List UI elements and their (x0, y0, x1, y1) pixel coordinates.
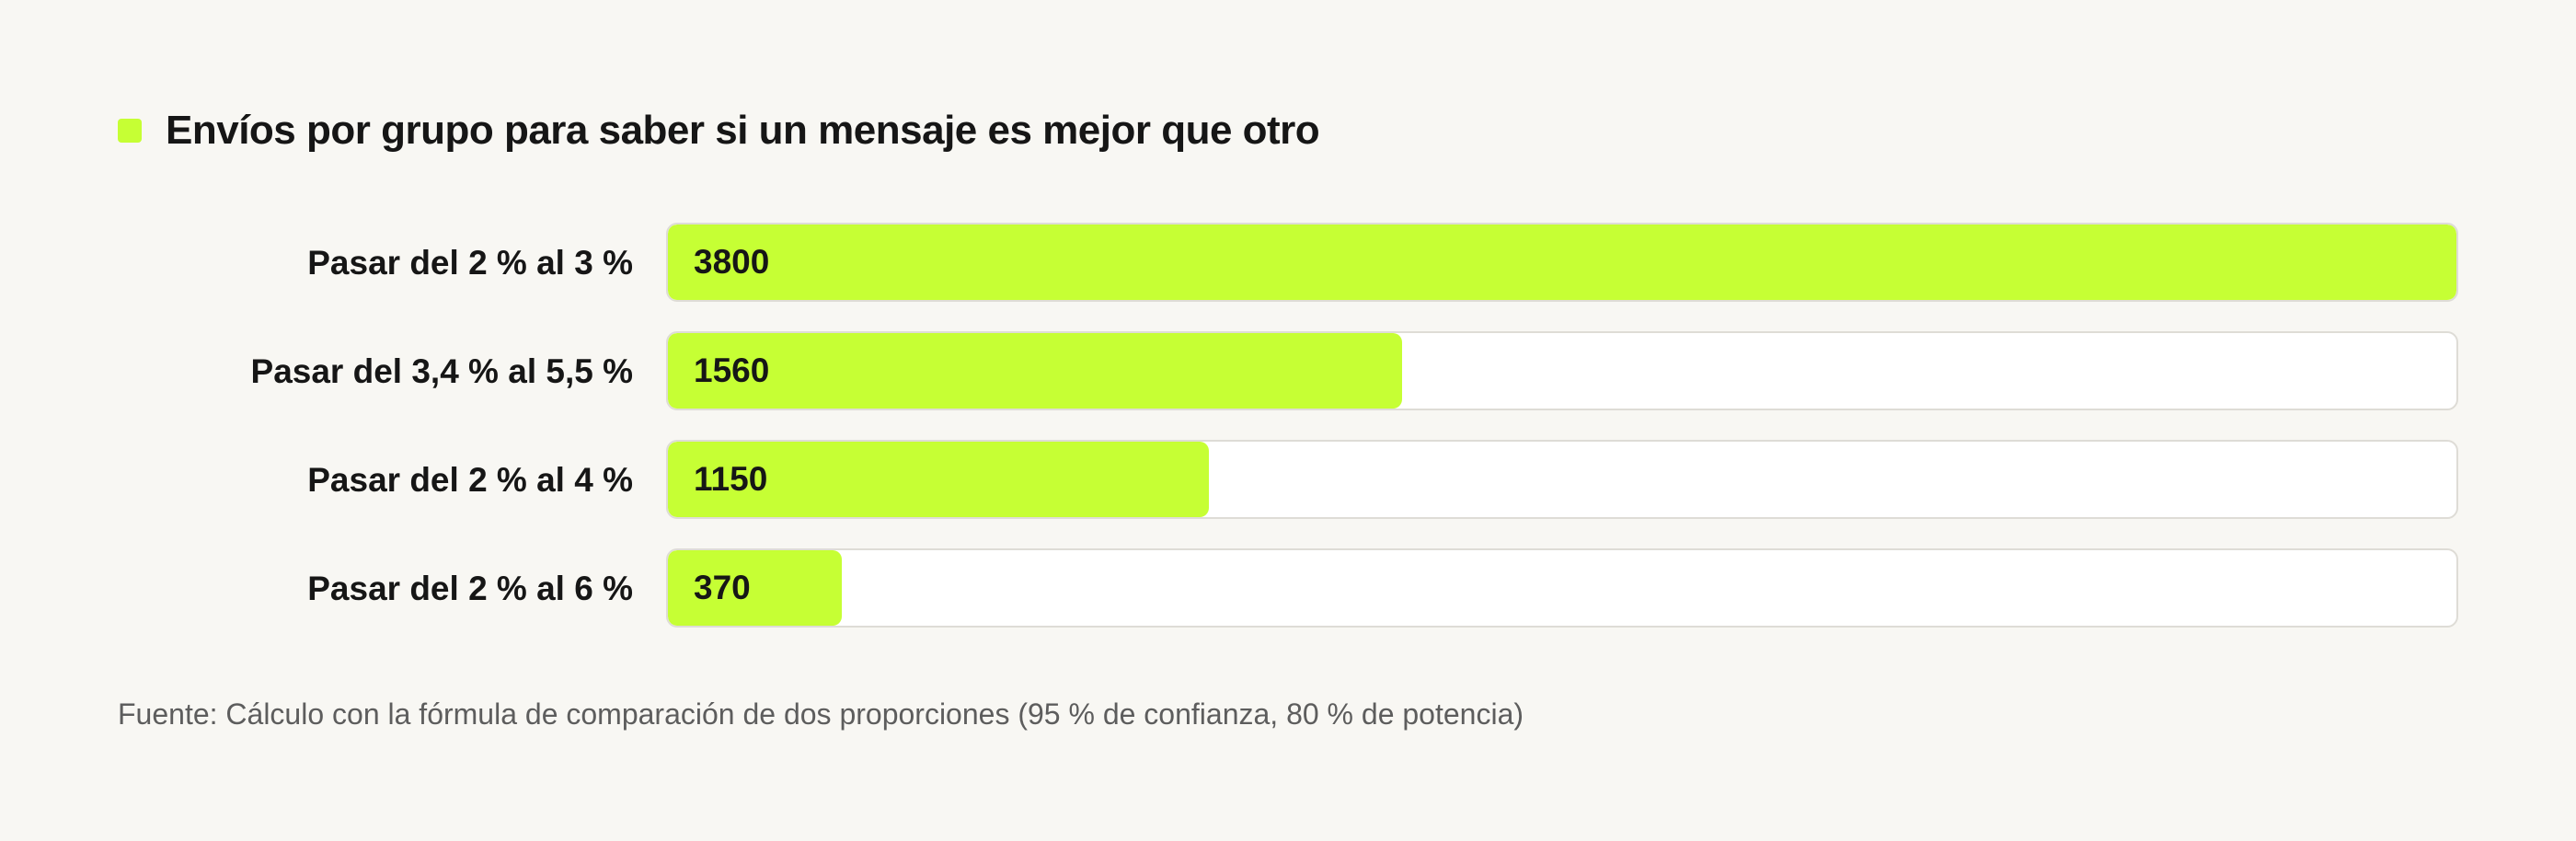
bar-track: 370 (666, 548, 2458, 628)
bar-track: 3800 (666, 223, 2458, 302)
bar-value-label: 370 (694, 569, 751, 606)
chart-title-row: Envíos por grupo para saber si un mensaj… (118, 103, 1320, 158)
bar-value-label: 1560 (694, 351, 770, 389)
bar-value-label: 3800 (694, 243, 770, 281)
bar-track: 1560 (666, 331, 2458, 410)
chart-title: Envíos por grupo para saber si un mensaj… (166, 108, 1320, 153)
bar (668, 550, 843, 626)
bar (668, 442, 1210, 517)
title-swatch-icon (118, 119, 142, 143)
category-label: Pasar del 2 % al 3 % (307, 244, 633, 282)
bar-value-label: 1150 (694, 460, 768, 498)
category-label: Pasar del 2 % al 4 % (307, 461, 633, 499)
category-label: Pasar del 2 % al 6 % (307, 570, 633, 607)
category-label: Pasar del 3,4 % al 5,5 % (250, 352, 633, 390)
bar (668, 333, 1403, 409)
bar-track: 1150 (666, 440, 2458, 519)
bar (668, 225, 2456, 300)
source-note: Fuente: Cálculo con la fórmula de compar… (118, 697, 1524, 731)
